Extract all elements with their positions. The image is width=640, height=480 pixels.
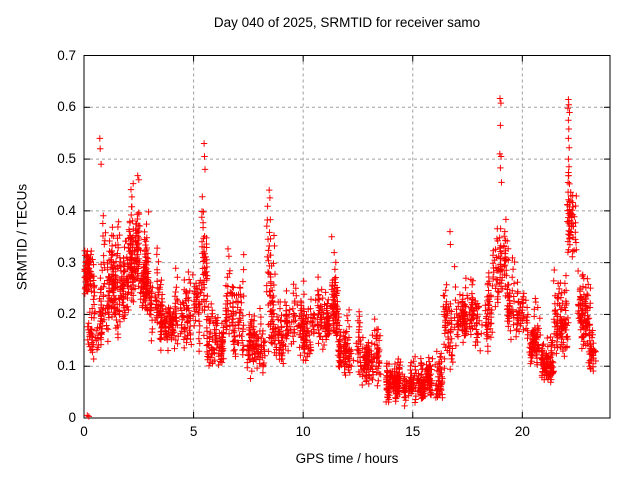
y-axis-label: SRMTID / TECUs xyxy=(14,183,30,291)
scatter-points xyxy=(81,95,599,420)
x-tick-label: 0 xyxy=(80,424,88,439)
x-tick-label: 10 xyxy=(295,424,311,439)
x-tick-label: 20 xyxy=(514,424,530,439)
y-tick-label: 0.1 xyxy=(57,358,76,374)
x-tick-label: 15 xyxy=(405,424,421,439)
y-tick-label: 0.4 xyxy=(57,202,76,218)
y-tick-label: 0.3 xyxy=(57,254,76,270)
x-axis-label: GPS time / hours xyxy=(295,451,399,466)
chart-title: Day 040 of 2025, SRMTID for receiver sam… xyxy=(213,15,481,30)
y-tick-label: 0.5 xyxy=(57,151,76,167)
y-tick-label: 0.7 xyxy=(57,47,76,63)
y-tick-label: 0.2 xyxy=(57,306,76,322)
y-tick-label: 0 xyxy=(68,410,76,425)
x-tick-label: 5 xyxy=(189,424,198,439)
y-tick-label: 0.6 xyxy=(57,99,76,115)
